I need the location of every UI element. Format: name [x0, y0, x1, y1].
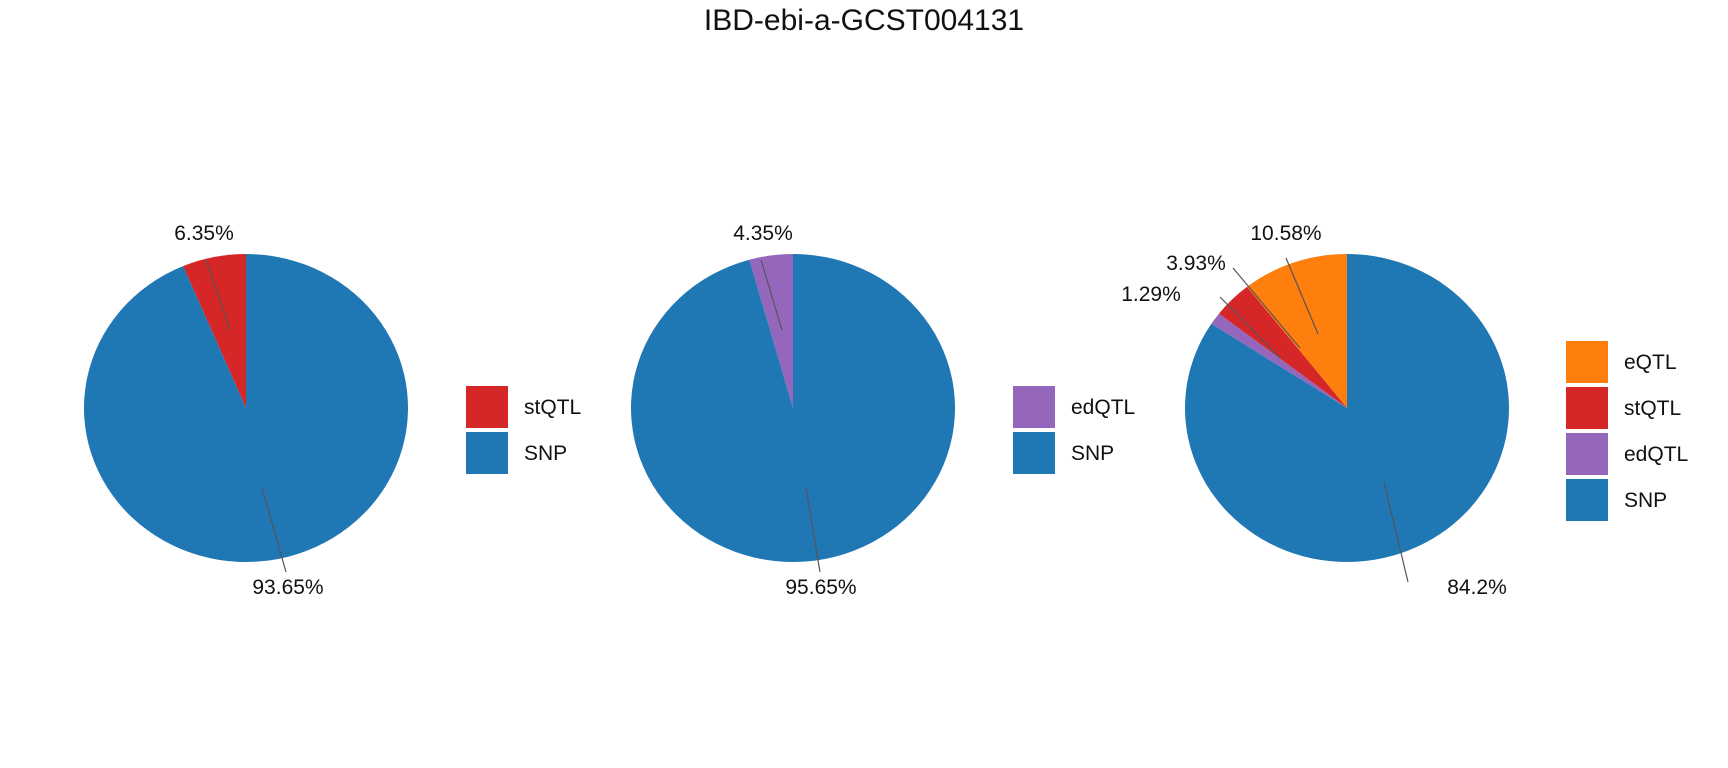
slice-label-snp: 93.65% [252, 576, 323, 599]
pie-slice-edqtl [1211, 313, 1347, 408]
pie-slice-eqtl [1247, 254, 1347, 408]
pie-chart-3: 10.58% 3.93% 1.29% 84.2% eQTL stQTL edQTL SNP [1121, 222, 1688, 599]
legend-swatch-edqtl [1013, 386, 1055, 428]
legend-swatch-stqtl [1566, 387, 1608, 429]
legend-label-edqtl: edQTL [1071, 396, 1135, 419]
slice-label-stqtl: 3.93% [1166, 252, 1226, 275]
slice-label-edqtl: 1.29% [1121, 283, 1181, 306]
pie-slice-snp [84, 254, 408, 562]
pie-slice-snp [630, 254, 955, 562]
legend-label-snp: SNP [1624, 489, 1667, 512]
leader-line-snp [1383, 481, 1409, 583]
legend-swatch-stqtl [466, 386, 508, 428]
legend-3: eQTL stQTL edQTL SNP [1566, 341, 1688, 521]
slice-label-snp: 95.65% [785, 576, 856, 599]
legend-2: edQTL SNP [1013, 386, 1135, 474]
pie-slice-snp [1184, 254, 1510, 562]
leader-line-edqtl [1219, 296, 1281, 359]
slice-label-edqtl: 4.35% [733, 222, 793, 245]
legend-swatch-snp [1013, 432, 1055, 474]
legend-label-snp: SNP [1071, 442, 1114, 465]
leader-line-snp [261, 487, 287, 573]
slice-label-eqtl: 10.58% [1250, 222, 1321, 245]
pie-chart-2: 4.35% 95.65% edQTL SNP [630, 222, 1135, 599]
legend-swatch-snp [466, 432, 508, 474]
pie-slice-edqtl [749, 254, 793, 408]
pie-slice-stqtl [183, 254, 246, 408]
chart-title: IBD-ebi-a-GCST004131 [703, 4, 1025, 37]
leader-line-stqtl [205, 259, 231, 331]
legend-1: stQTL SNP [466, 386, 581, 474]
slice-label-snp: 84.2% [1447, 576, 1507, 599]
legend-swatch-snp [1566, 479, 1608, 521]
legend-label-stqtl: stQTL [1624, 397, 1681, 420]
leader-line-edqtl [760, 259, 783, 331]
leader-line-snp [805, 487, 821, 573]
pie-chart-1: 6.35% 93.65% stQTL SNP [84, 222, 581, 599]
legend-swatch-eqtl [1566, 341, 1608, 383]
legend-label-snp: SNP [524, 442, 567, 465]
pie-slice-stqtl [1218, 286, 1347, 408]
legend-label-stqtl: stQTL [524, 396, 581, 419]
legend-label-edqtl: edQTL [1624, 443, 1688, 466]
leader-line-stqtl [1232, 267, 1301, 349]
legend-label-eqtl: eQTL [1624, 351, 1677, 374]
legend-swatch-edqtl [1566, 433, 1608, 475]
leader-line-eqtl [1285, 257, 1319, 335]
slice-label-stqtl: 6.35% [174, 222, 234, 245]
